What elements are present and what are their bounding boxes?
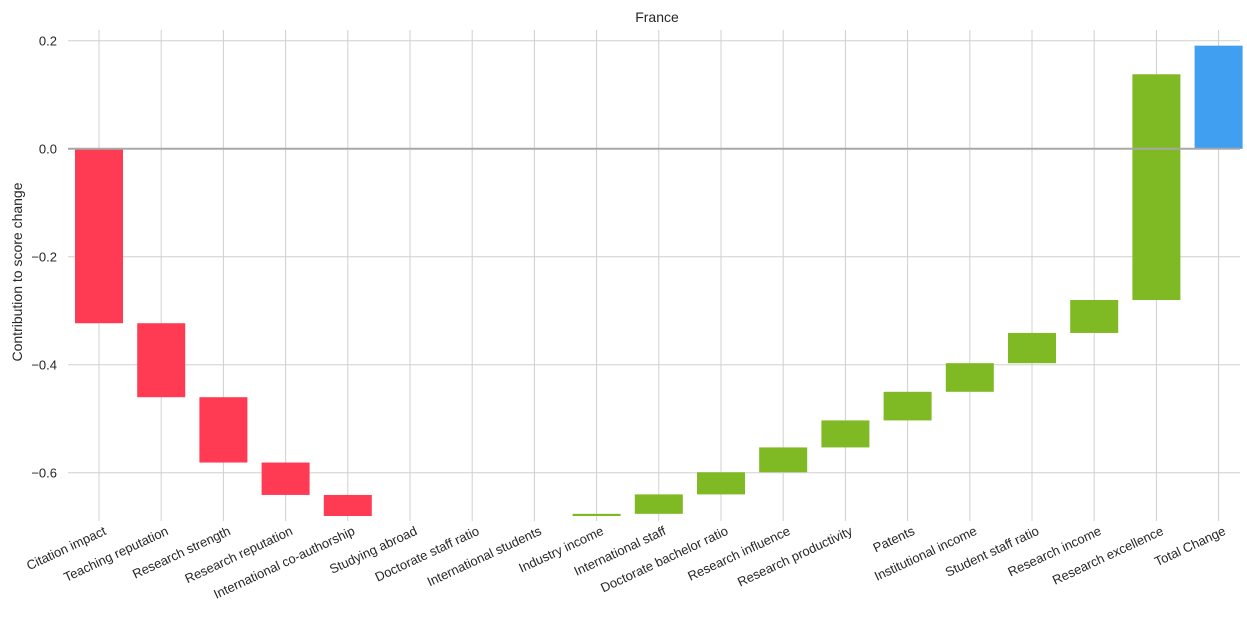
y-tick-label: −0.6 [31,465,57,480]
waterfall-bar [821,420,870,448]
waterfall-bar [883,391,932,421]
y-tick-label: 0.2 [39,33,57,48]
bars-layer [75,45,1243,516]
x-category-label: Institutional income [872,523,979,584]
waterfall-bar [75,148,123,324]
x-category-label: Research productivity [735,523,855,590]
x-category-label: Research excellence [1050,523,1166,588]
waterfall-bar [1070,300,1119,333]
waterfall-bar [323,494,372,516]
x-category-label: Patents [871,523,918,555]
tick-labels-layer: 0.2 0.0 −0.2 −0.4 −0.6 [31,33,57,480]
waterfall-bar [697,472,745,495]
y-axis-label: Contribution to score change [9,182,25,361]
waterfall-bar [1132,74,1181,300]
waterfall-bar [137,323,186,398]
x-category-label: Teaching reputation [61,523,170,585]
waterfall-bar [1008,332,1056,364]
x-category-label: Total Change [1152,523,1228,569]
waterfall-bar [261,462,310,495]
y-tick-label: −0.2 [31,249,57,264]
waterfall-bar [199,397,248,463]
x-category-label: International students [425,523,544,589]
y-tick-label: −0.4 [31,357,57,372]
waterfall-bar [572,513,621,516]
y-tick-label: 0.0 [39,141,57,156]
waterfall-bar [759,447,808,473]
waterfall-bar [634,494,683,514]
waterfall-bar [1194,45,1243,149]
chart-title: France [635,9,679,25]
waterfall-bar [945,363,994,392]
